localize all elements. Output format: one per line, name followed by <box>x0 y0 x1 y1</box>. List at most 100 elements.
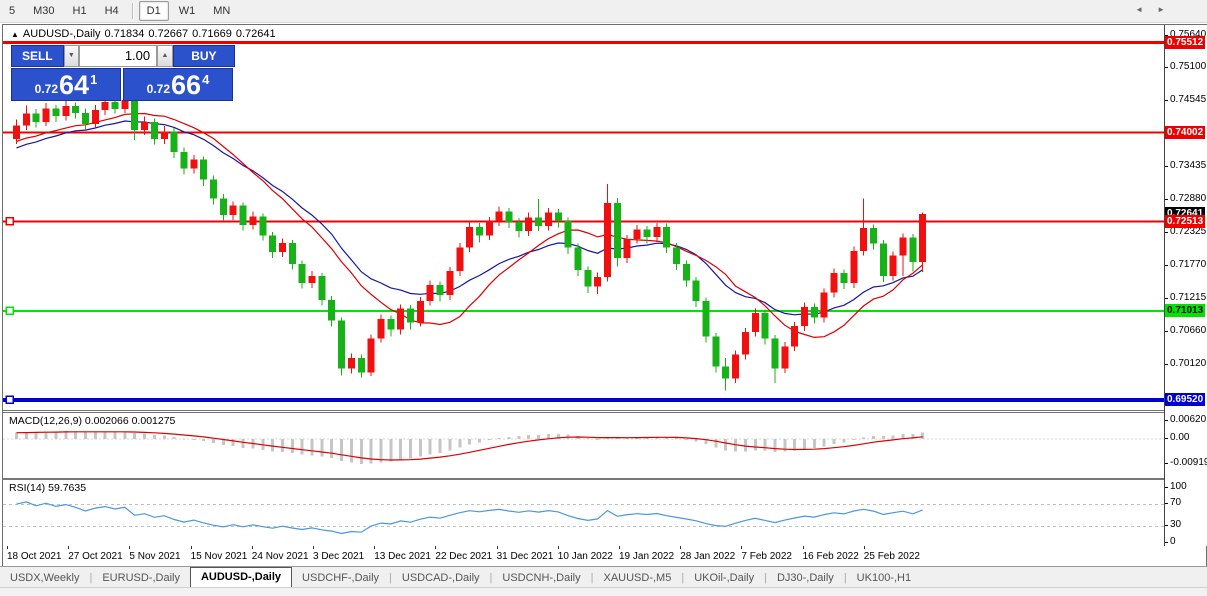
timeframe-button-mn[interactable]: MN <box>213 5 231 17</box>
timeframe-button-h4[interactable]: H4 <box>104 5 119 17</box>
sell-price-display[interactable]: 0.72 64 1 <box>11 68 121 101</box>
rsi-scale-label: 70 <box>1164 497 1182 508</box>
tab-scroll-right-icon[interactable]: ► <box>1157 5 1179 14</box>
tab-scroll-left-icon[interactable]: ◄ <box>1135 5 1158 14</box>
price-tick-label: 0.74545 <box>1164 93 1207 105</box>
buy-price-point: 4 <box>202 72 210 87</box>
chart-tab-bar: USDX,Weekly | EURUSD-,Daily AUDUSD-,Daily US… <box>0 566 1207 587</box>
price-scale[interactable]: 0.75640 0.75100 0.74545 0.73435 0.72880 0.723… <box>1164 25 1207 547</box>
date-tick <box>802 546 804 549</box>
tab-separator: | <box>590 572 594 584</box>
chart-tab-xauusd-m5[interactable]: XAUUSD-,M5 <box>603 572 672 584</box>
chart-tab-usdcnh-daily[interactable]: USDCNH-,Daily <box>502 572 581 584</box>
price-level-badge: 0.75512 <box>1165 36 1206 50</box>
rsi-scale-label: 0 <box>1165 535 1176 547</box>
buy-price-display[interactable]: 0.72 66 4 <box>123 68 233 101</box>
macd-canvas <box>3 431 1164 465</box>
tab-separator: | <box>681 572 685 584</box>
toolbar-separator <box>131 3 134 19</box>
date-tick <box>435 546 437 549</box>
rsi-scale-label: 100 <box>1165 480 1187 492</box>
candlestick-canvas[interactable] <box>3 25 1164 409</box>
price-tick-label: 0.71215 <box>1164 292 1207 304</box>
price-tick-label: 0.73435 <box>1164 159 1207 171</box>
date-label: 10 Jan 2022 <box>557 551 613 562</box>
rsi-indicator-panel[interactable]: RSI(14) 59.7635 <box>3 479 1164 547</box>
chart-tab-uk100-h1[interactable]: UK100-,H1 <box>856 572 912 584</box>
macd-scale-label: 0.006201 <box>1165 414 1207 425</box>
macd-scale-label: 0.00 <box>1164 431 1190 443</box>
macd-scale-label: -0.00919 <box>1164 457 1207 468</box>
date-label: 5 Nov 2021 <box>129 551 181 562</box>
timeframe-button-5[interactable]: 5 <box>9 5 16 17</box>
sell-price-prefix: 0.72 <box>34 82 59 96</box>
date-tick <box>863 546 865 549</box>
lot-size-input[interactable]: 1.00 <box>79 45 158 67</box>
date-label: 13 Dec 2021 <box>374 551 431 562</box>
tab-separator: | <box>764 572 767 584</box>
date-label: 7 Feb 2022 <box>741 551 792 562</box>
date-label: 27 Oct 2021 <box>68 551 123 562</box>
date-label: 3 Dec 2021 <box>313 551 365 562</box>
macd-indicator-panel[interactable]: MACD(12,26,9) 0.002066 0.001275 <box>3 412 1164 479</box>
main-chart-panel[interactable]: ▲ AUDUSD-,Daily 0.71834 0.72667 0.71669 0.726… <box>3 25 1164 411</box>
timeframe-button-h1[interactable]: H1 <box>72 5 87 17</box>
ohlc-open: 0.71834 <box>104 28 145 40</box>
date-tick <box>68 546 70 549</box>
ohlc-high: 0.72667 <box>148 28 189 40</box>
date-tick <box>313 546 314 549</box>
rsi-scale-label: 30 <box>1164 519 1182 530</box>
buy-price-pips: 66 <box>171 70 202 100</box>
chart-tab-usdx-weekly[interactable]: USDX,Weekly <box>10 572 80 584</box>
chart-tab-dj30-daily[interactable]: DJ30-,Daily <box>776 572 834 584</box>
tab-scroll-arrows[interactable]: ◄► <box>1135 5 1179 14</box>
tab-separator: | <box>489 572 493 584</box>
date-label: 28 Jan 2022 <box>680 551 736 562</box>
sell-price-pips: 64 <box>59 70 90 100</box>
price-level-badge: 0.69520 <box>1165 393 1206 407</box>
buy-button[interactable]: BUY <box>172 45 236 67</box>
date-label: 31 Dec 2021 <box>496 551 554 562</box>
rsi-label: RSI(14) 59.7635 <box>9 482 87 494</box>
sell-price-point: 1 <box>90 72 98 87</box>
date-tick <box>251 546 253 549</box>
price-tick-label: 0.72880 <box>1164 193 1207 205</box>
date-tick <box>619 546 620 549</box>
ohlc-close: 0.72641 <box>235 28 276 40</box>
date-label: 15 Nov 2021 <box>190 551 248 562</box>
date-label: 18 Oct 2021 <box>7 551 62 562</box>
date-tick <box>129 546 131 549</box>
date-axis[interactable]: 18 Oct 2021 27 Oct 2021 5 Nov 2021 15 Nov 2… <box>3 546 1164 567</box>
date-tick <box>496 546 498 549</box>
price-tick-label: 0.72325 <box>1164 226 1207 238</box>
chart-tab-eurusd-daily[interactable]: EURUSD-,Daily <box>102 572 180 584</box>
price-tick-label: 0.70660 <box>1164 325 1207 337</box>
timeframe-button-w1[interactable]: W1 <box>178 5 196 17</box>
chart-tab-usdchf-daily[interactable]: USDCHF-,Daily <box>302 572 380 584</box>
price-tick-label: 0.70120 <box>1164 357 1207 369</box>
tab-separator: | <box>389 572 392 584</box>
timeframe-button-m30[interactable]: M30 <box>33 5 55 17</box>
date-label: 22 Dec 2021 <box>435 551 493 562</box>
lot-increase-button[interactable]: ▲ <box>157 45 173 67</box>
horizontal-scrollbar[interactable] <box>0 587 1207 596</box>
chart-symbol-label: AUDUSD-,Daily <box>22 28 101 40</box>
chart-tab-audusd-daily[interactable]: AUDUSD-,Daily <box>189 567 293 587</box>
price-level-badge: 0.71013 <box>1165 304 1206 318</box>
timeframe-toolbar: 5 M30 H1 H4 D1 W1 MN <box>0 0 1207 23</box>
date-label: 25 Feb 2022 <box>863 551 920 562</box>
sell-button[interactable]: SELL <box>11 45 64 67</box>
buy-price-prefix: 0.72 <box>146 82 171 96</box>
chart-tab-ukoil-daily[interactable]: UKOil-,Daily <box>694 572 755 584</box>
chart-tab-usdcad-daily[interactable]: USDCAD-,Daily <box>401 572 480 584</box>
chart-ohlc-header: ▲ AUDUSD-,Daily 0.71834 0.72667 0.71669 0.726… <box>11 28 280 40</box>
panel-collapse-icon[interactable]: ▲ <box>11 30 19 39</box>
lot-decrease-button[interactable]: ▼ <box>63 45 80 67</box>
date-label: 16 Feb 2022 <box>802 551 859 562</box>
rsi-canvas <box>3 501 1164 535</box>
date-tick <box>7 546 8 549</box>
date-tick <box>557 546 559 549</box>
timeframe-button-d1[interactable]: D1 <box>138 1 169 21</box>
date-tick <box>190 546 192 549</box>
